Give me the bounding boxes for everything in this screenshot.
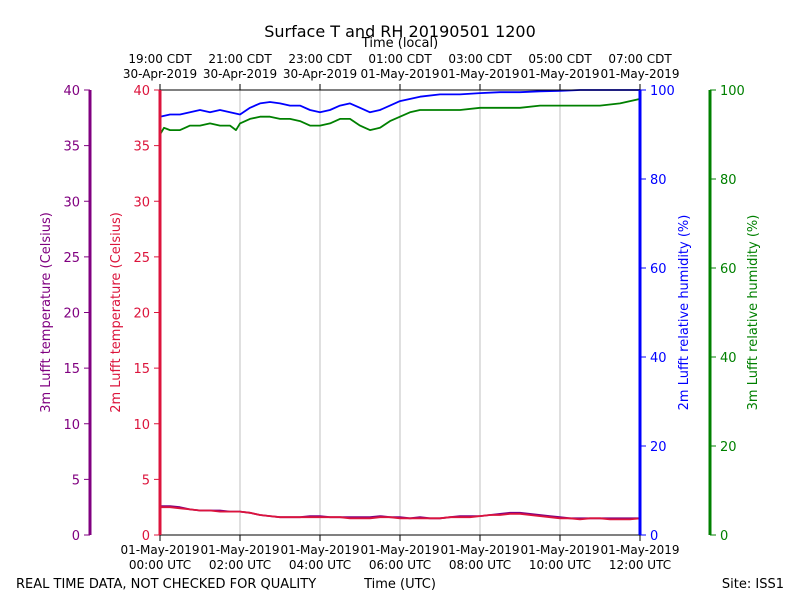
top-tick-label-date: 30-Apr-2019 <box>123 67 197 81</box>
x-tick-label-date: 01-May-2019 <box>360 543 439 557</box>
y-tick-label: 5 <box>142 473 150 488</box>
y-tick-label: 25 <box>133 251 150 266</box>
x-tick-label-date: 01-May-2019 <box>200 543 279 557</box>
top-axis-label: Time (local) <box>361 36 438 51</box>
y-tick-label: 60 <box>650 262 667 277</box>
x-tick-label-time: 02:00 UTC <box>209 558 271 572</box>
y-tick-label: 60 <box>720 262 737 277</box>
series-line-rh3m <box>159 98 641 135</box>
x-tick-label-time: 12:00 UTC <box>609 558 671 572</box>
x-tick-label-date: 01-May-2019 <box>600 543 679 557</box>
x-tick-label-date: 01-May-2019 <box>440 543 519 557</box>
quality-note: REAL TIME DATA, NOT CHECKED FOR QUALITY <box>16 577 316 592</box>
top-tick-label-date: 01-May-2019 <box>520 67 599 81</box>
y-tick-label: 30 <box>63 195 80 210</box>
y-tick-label: 30 <box>133 195 150 210</box>
x-tick-label-time: 00:00 UTC <box>129 558 191 572</box>
top-tick-label-time: 07:00 CDT <box>608 52 672 66</box>
y-tick-label: 40 <box>63 84 80 99</box>
x-tick-label-date: 01-May-2019 <box>520 543 599 557</box>
y-axis-label-rh2m: 2m Lufft relative humidity (%) <box>677 215 692 411</box>
y-tick-label: 35 <box>63 140 80 155</box>
y-tick-label: 40 <box>133 84 150 99</box>
axes-layer: 0 5 10 15 20 25 30 35 40 3m Lufft temperature (Ce… <box>39 52 761 572</box>
series-layer <box>159 89 641 521</box>
bottom-axis-label: Time (UTC) <box>363 577 436 592</box>
x-tick-label-date: 01-May-2019 <box>280 543 359 557</box>
y-tick-label: 0 <box>720 529 728 544</box>
y-tick-label: 100 <box>720 84 745 99</box>
top-tick-label-date: 01-May-2019 <box>360 67 439 81</box>
top-tick-label-time: 19:00 CDT <box>128 52 192 66</box>
top-tick-label-time: 21:00 CDT <box>208 52 272 66</box>
x-tick-label-date: 01-May-2019 <box>120 543 199 557</box>
y-tick-label: 20 <box>650 440 667 455</box>
top-tick-label-time: 23:00 CDT <box>288 52 352 66</box>
x-tick-label-time: 04:00 UTC <box>289 558 351 572</box>
top-tick-label-time: 03:00 CDT <box>448 52 512 66</box>
y-tick-label: 0 <box>142 529 150 544</box>
y-tick-label: 10 <box>133 418 150 433</box>
y-tick-label: 20 <box>63 307 80 322</box>
x-tick-label-time: 10:00 UTC <box>529 558 591 572</box>
y-axis-label-temp2m: 2m Lufft temperature (Celsius) <box>109 212 124 413</box>
y-tick-label: 20 <box>133 307 150 322</box>
top-tick-label-date: 30-Apr-2019 <box>203 67 277 81</box>
y-tick-label: 10 <box>63 418 80 433</box>
top-tick-label-time: 01:00 CDT <box>368 52 432 66</box>
y-tick-label: 0 <box>72 529 80 544</box>
y-tick-label: 15 <box>133 362 150 377</box>
x-tick-label-time: 06:00 UTC <box>369 558 431 572</box>
y-tick-label: 5 <box>72 473 80 488</box>
chart-title: Surface T and RH 20190501 1200 <box>264 22 536 41</box>
y-axis-label-rh3m: 3m Lufft relative humidity (%) <box>746 215 761 411</box>
y-tick-label: 15 <box>63 362 80 377</box>
y-tick-label: 80 <box>650 173 667 188</box>
y-axis-label-temp3m: 3m Lufft temperature (Celsius) <box>39 212 54 413</box>
site-label: Site: ISS1 <box>722 577 784 592</box>
y-tick-label: 40 <box>720 351 737 366</box>
y-tick-label: 100 <box>650 84 675 99</box>
grid <box>239 90 561 535</box>
y-tick-label: 25 <box>63 251 80 266</box>
y-tick-label: 35 <box>133 140 150 155</box>
series-line-rh2m <box>159 89 640 118</box>
top-tick-label-date: 01-May-2019 <box>440 67 519 81</box>
y-tick-label: 0 <box>650 529 658 544</box>
top-tick-label-date: 30-Apr-2019 <box>283 67 357 81</box>
top-tick-label-time: 05:00 CDT <box>528 52 592 66</box>
top-tick-label-date: 01-May-2019 <box>600 67 679 81</box>
y-tick-label: 40 <box>650 351 667 366</box>
y-tick-label: 20 <box>720 440 737 455</box>
series-line-temp2m <box>160 506 641 521</box>
x-tick-label-time: 08:00 UTC <box>449 558 511 572</box>
y-tick-label: 80 <box>720 173 737 188</box>
